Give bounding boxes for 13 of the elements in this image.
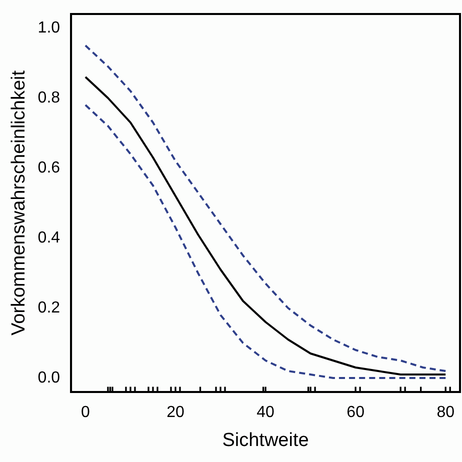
x-tick-label: 0: [80, 404, 90, 422]
x-tick-label: 20: [166, 404, 184, 422]
y-tick-label: 0.0: [38, 369, 60, 386]
x-axis-title: Sichtweite: [222, 430, 309, 451]
y-axis-title: Vorkommenswahrscheinlichkeit: [8, 70, 30, 336]
x-tick-label: 80: [436, 404, 455, 422]
x-tick-label: 60: [346, 404, 365, 422]
y-tick-label: 0.6: [38, 159, 60, 176]
y-tick-label: 1.0: [38, 19, 60, 36]
y-tick-label: 0.4: [38, 229, 60, 246]
x-tick-label: 40: [256, 404, 275, 422]
y-tick-label: 0.2: [38, 299, 60, 316]
y-tick-label: 0.8: [38, 89, 60, 106]
